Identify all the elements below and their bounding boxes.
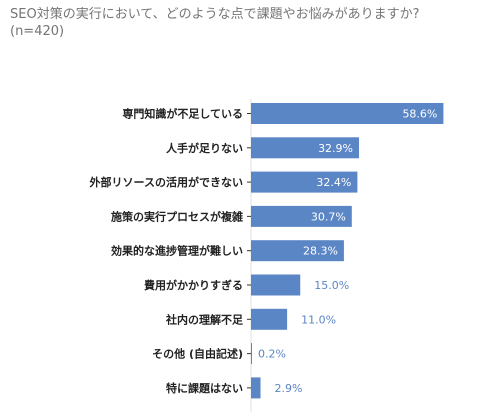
category-label: 効果的な進捗管理が難しい bbox=[111, 244, 243, 258]
bar-value-label: 28.3% bbox=[303, 245, 338, 258]
bar-value-label: 32.4% bbox=[316, 176, 351, 189]
bar-value-label: 11.0% bbox=[301, 313, 336, 326]
bar bbox=[251, 308, 288, 330]
category-label: 人手が足りない bbox=[166, 141, 243, 155]
category-label: 専門知識が不足している bbox=[122, 107, 243, 121]
bar bbox=[251, 240, 344, 262]
bar-value-label: 0.2% bbox=[258, 348, 286, 361]
category-label: その他 (自由記述) bbox=[152, 347, 243, 361]
bar-value-label: 58.6% bbox=[402, 108, 437, 121]
category-label: 社内の理解不足 bbox=[165, 312, 244, 326]
chart-subtitle: (n=420) bbox=[10, 24, 65, 39]
bar bbox=[251, 377, 261, 399]
category-label: 施策の実行プロセスが複雑 bbox=[111, 209, 243, 223]
bar-value-label: 15.0% bbox=[314, 279, 349, 292]
bar bbox=[251, 205, 352, 227]
bar bbox=[251, 171, 358, 193]
bar-value-label: 32.9% bbox=[318, 142, 353, 155]
chart-title: SEO対策の実行において、どのような点で課題やお悩みがありますか? bbox=[10, 7, 420, 22]
bar-value-label: 2.9% bbox=[275, 382, 303, 395]
bar bbox=[251, 137, 360, 159]
category-label: 費用がかかりすぎる bbox=[143, 278, 243, 292]
bar-value-label: 30.7% bbox=[311, 210, 346, 223]
bar bbox=[251, 103, 444, 124]
category-label: 外部リソースの活用ができない bbox=[89, 175, 243, 189]
bar bbox=[251, 274, 301, 296]
category-label: 特に課題はない bbox=[166, 381, 243, 395]
bar bbox=[251, 343, 252, 365]
